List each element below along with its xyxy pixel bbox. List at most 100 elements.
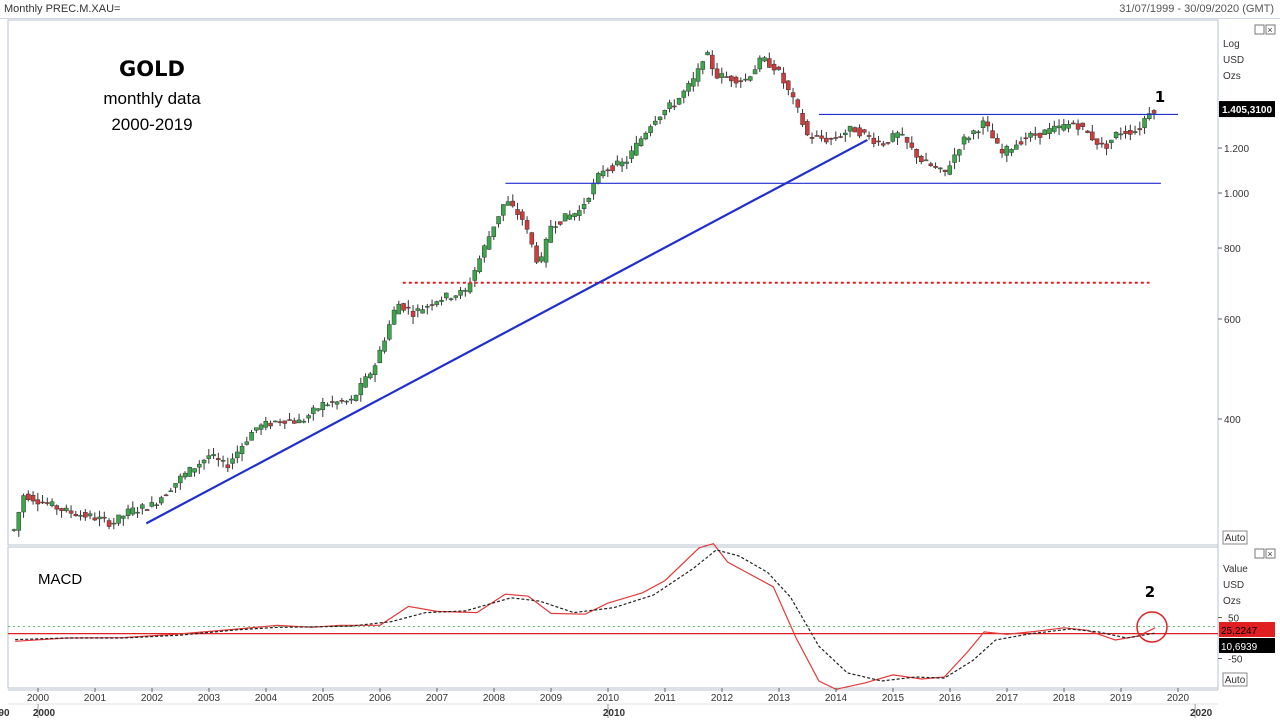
- year-tick-label: 2014: [825, 693, 848, 704]
- candle-body: [1142, 118, 1147, 128]
- candle-body: [890, 133, 896, 142]
- price-auto-scale-label: Auto: [1225, 533, 1246, 544]
- year-tick-label: 2008: [483, 693, 506, 704]
- year-tick-label: 2020: [1167, 693, 1190, 704]
- candle-body: [952, 154, 957, 163]
- candle-body: [976, 131, 981, 134]
- candle-body: [634, 142, 639, 156]
- restore-icon[interactable]: [1254, 548, 1265, 559]
- candle-body: [230, 458, 235, 464]
- year-tick-label: 2003: [198, 693, 221, 704]
- candle-body: [45, 502, 50, 504]
- candle-body: [254, 427, 259, 431]
- candle-body: [591, 182, 596, 195]
- candle-body: [534, 245, 539, 263]
- candle-body: [344, 400, 349, 403]
- candle-body: [64, 507, 69, 512]
- signal-value-tag: [1219, 638, 1275, 653]
- candle-body: [163, 494, 169, 497]
- year-tick-label: 2013: [768, 693, 791, 704]
- macd-line: [15, 543, 1156, 690]
- candle-body: [515, 209, 520, 215]
- candle-body: [577, 210, 582, 216]
- candle-body: [852, 127, 858, 133]
- price-tick-label: 600: [1224, 315, 1241, 326]
- candle-body: [159, 497, 164, 504]
- candle-body: [710, 54, 715, 70]
- macd-panel-frame: [7, 546, 1219, 689]
- candle-body: [895, 132, 900, 138]
- candle-body: [206, 455, 212, 459]
- candle-body: [724, 76, 729, 78]
- candle-body: [1123, 130, 1128, 134]
- candle-body: [524, 220, 530, 230]
- candle-body: [985, 121, 991, 127]
- close-icon[interactable]: [1265, 548, 1276, 559]
- macd-auto-scale-button[interactable]: [1222, 672, 1248, 687]
- candle-body: [543, 238, 549, 263]
- annotation-title: GOLD: [119, 57, 185, 81]
- candle-body: [87, 513, 93, 517]
- candle-body: [653, 120, 658, 125]
- price-tick-label: 400: [1224, 415, 1241, 426]
- candle-body: [857, 127, 862, 137]
- date-range: 31/07/1999 - 30/09/2020 (GMT): [1119, 3, 1274, 15]
- candle-body: [1037, 132, 1043, 138]
- candle-body: [876, 140, 881, 143]
- candle-body: [349, 398, 354, 401]
- candle-body: [315, 408, 321, 411]
- year-tick-label: 2007: [426, 693, 449, 704]
- candle-body: [496, 216, 501, 225]
- candle-body: [966, 137, 972, 141]
- candle-body: [572, 213, 577, 218]
- macd-panel-label: MACD: [38, 571, 82, 588]
- signal-value-label: 10,6939: [1221, 642, 1258, 653]
- candle-body: [1071, 122, 1076, 125]
- candle-body: [961, 136, 967, 145]
- candle-body: [781, 72, 786, 84]
- candle-body: [140, 504, 145, 509]
- candle-body: [771, 63, 777, 71]
- candle-body: [819, 135, 824, 139]
- candle-body: [182, 472, 188, 478]
- candle-body: [277, 421, 283, 423]
- macd-layer: [8, 543, 1218, 690]
- last-price-label: 1.405,3100: [1222, 105, 1272, 116]
- candle-body: [686, 83, 691, 92]
- price-panel-buttons[interactable]: ×: [1254, 24, 1276, 35]
- candle-body: [885, 142, 891, 144]
- candle-body: [714, 68, 720, 79]
- candle-body: [947, 165, 953, 175]
- year-tick-label: 2009: [540, 693, 563, 704]
- restore-icon[interactable]: [1254, 24, 1265, 35]
- candle-body: [995, 138, 1000, 144]
- candle-body: [458, 290, 463, 296]
- candle-body: [548, 225, 554, 243]
- candle-body: [681, 90, 687, 98]
- candle-body: [1099, 142, 1105, 145]
- candle-body: [239, 446, 245, 454]
- candle-body: [743, 78, 748, 81]
- candle-body: [368, 373, 373, 379]
- candle-body: [980, 120, 986, 129]
- macd-panel-buttons[interactable]: ×: [1254, 548, 1276, 559]
- candle-body: [914, 149, 919, 158]
- candle-body: [263, 420, 269, 428]
- candle-body: [11, 529, 17, 531]
- price-layer: [11, 50, 1178, 537]
- candle-body: [192, 468, 197, 473]
- candle-body: [800, 113, 805, 125]
- candle-body: [1147, 113, 1152, 120]
- price-auto-scale-button[interactable]: [1222, 530, 1248, 545]
- candle-body: [1042, 129, 1048, 135]
- candle-body: [1137, 128, 1143, 131]
- candle-body: [691, 78, 696, 87]
- candle-body: [225, 464, 231, 469]
- candle-body: [909, 142, 915, 148]
- candle-body: [83, 512, 88, 518]
- candle-body: [1004, 146, 1010, 156]
- candle-body: [59, 508, 64, 512]
- close-icon[interactable]: [1265, 24, 1276, 35]
- candle-body: [1056, 125, 1062, 129]
- candle-body: [235, 451, 240, 459]
